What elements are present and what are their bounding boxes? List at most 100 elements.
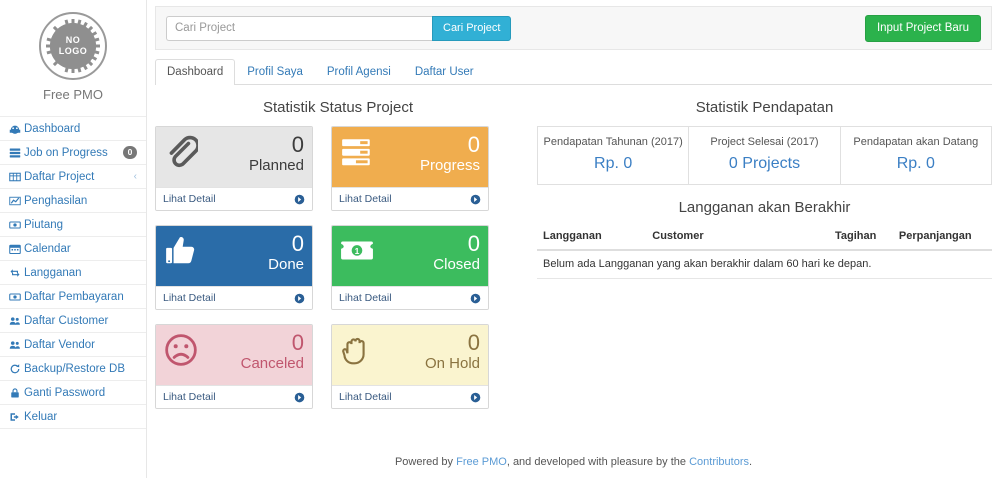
lihat-detail-label: Lihat Detail [163,391,216,403]
status-card-planned[interactable]: 0 Planned Lihat Detail [155,126,313,211]
sidebar-item-label: Daftar Project [24,170,95,183]
footer-link-free-pmo[interactable]: Free PMO [456,456,507,468]
money-icon [9,291,24,303]
arrow-circle-right-icon [470,194,481,205]
status-card-on-hold[interactable]: 0 On Hold Lihat Detail [331,324,489,409]
search-input[interactable] [166,15,432,41]
column-header-tagihan: Tagihan [834,226,899,251]
sidebar-item-label: Daftar Customer [24,314,109,327]
empty-state-message: Belum ada Langganan yang akan berakhir d… [537,250,992,279]
lihat-detail-label: Lihat Detail [339,292,392,304]
tab-profil-saya[interactable]: Profil Saya [247,66,303,78]
status-card-label: Planned [248,157,304,174]
sidebar-item-calendar[interactable]: Calendar [0,237,146,261]
money-icon [9,219,24,231]
status-card-progress[interactable]: 0 Progress Lihat Detail [331,126,489,211]
status-card-body: 0 On Hold [332,325,488,385]
footer: Powered by Free PMO, and developed with … [147,456,1000,468]
tab-bar: Dashboard Profil Saya Profil Agensi Daftar … [155,58,992,85]
status-card-body: 0 Progress [332,127,488,187]
sidebar-item-daftar-customer[interactable]: Daftar Customer [0,309,146,333]
users-icon [9,315,24,327]
sidebar-item-label: Keluar [24,410,58,423]
revenue-column: Statistik Pendapatan Pendapatan Tahunan … [521,91,992,409]
sidebar-item-piutang[interactable]: Piutang [0,213,146,237]
sidebar-item-label: Ganti Password [24,386,106,399]
sidebar-item-daftar-vendor[interactable]: Daftar Vendor [0,333,146,357]
tasks-icon [340,135,374,169]
sidebar-item-penghasilan[interactable]: Penghasilan [0,189,146,213]
logo-text-line2: LOGO [58,46,88,56]
revenue-cell-value: Rp. 0 [594,155,633,172]
table-icon [9,171,24,183]
brand-name: Free PMO [43,87,103,102]
sidebar-item-label: Backup/Restore DB [24,362,125,375]
footer-suffix: . [749,456,753,468]
sidebar-item-dashboard[interactable]: Dashboard [0,117,146,141]
status-card-grid: 0 Planned Lihat Detail 0 Progress Lihat Detai… [155,126,521,409]
sidebar-item-label: Job on Progress [24,146,108,159]
status-column: Statistik Status Project 0 Planned Lihat D… [155,91,521,409]
column-header-langganan: Langganan [537,226,653,251]
input-project-baru-button[interactable]: Input Project Baru [864,14,981,42]
status-card-count: 0 [467,231,480,256]
footer-link-contributors[interactable]: Contributors [689,456,749,468]
arrow-circle-right-icon [470,293,481,304]
revenue-cell-value: 0 Projects [728,155,801,172]
table-header-row: Langganan Customer Tagihan Perpanjangan [537,226,992,251]
sidebar-nav: Dashboard Job on Progress 0 Daftar Project ‹… [0,116,146,429]
status-card-body: 0 Done [156,226,312,286]
svg-text:1: 1 [355,246,360,256]
sidebar-item-backup-restore-db[interactable]: Backup/Restore DB [0,357,146,381]
revenue-stat-row: Pendapatan Tahunan (2017) Rp. 0 Project Se… [537,126,992,185]
dashboard-content: Statistik Status Project 0 Planned Lihat D… [147,91,1000,409]
tab-daftar-user[interactable]: Daftar User [414,66,474,78]
logo-text-line1: NO [65,35,81,45]
status-card-closed[interactable]: 1 0 Closed Lihat Detail [331,225,489,310]
lihat-detail-link[interactable]: Lihat Detail [156,385,312,408]
frown-icon [164,333,198,367]
revenue-cell-value: Rp. 0 [896,155,935,172]
table-row: Belum ada Langganan yang akan berakhir d… [537,250,992,279]
footer-prefix: Powered by [394,456,457,468]
logo-icon: NO LOGO [39,12,107,80]
retweet-icon [9,267,24,279]
status-card-label: On Hold [424,355,480,372]
revenue-cell-label: Project Selesai (2017) [710,136,819,148]
status-card-count: 0 [291,330,304,355]
status-card-done[interactable]: 0 Done Lihat Detail [155,225,313,310]
lihat-detail-label: Lihat Detail [163,193,216,205]
sidebar-item-job-on-progress[interactable]: Job on Progress 0 [0,141,146,165]
status-card-count: 0 [467,330,480,355]
sidebar-item-label: Daftar Vendor [24,338,95,351]
sidebar-item-keluar[interactable]: Keluar [0,405,146,429]
arrow-circle-right-icon [294,194,305,205]
sidebar-item-daftar-pembayaran[interactable]: Daftar Pembayaran [0,285,146,309]
sidebar: NO LOGO Free PMO Dashboard Job on Progres… [0,0,147,478]
lihat-detail-link[interactable]: Lihat Detail [332,286,488,309]
sidebar-item-daftar-project[interactable]: Daftar Project ‹ [0,165,146,189]
lihat-detail-link[interactable]: Lihat Detail [156,286,312,309]
subscription-section-title: Langganan akan Berakhir [678,199,851,216]
sidebar-item-label: Dashboard [24,122,81,135]
sidebar-item-label: Penghasilan [24,194,88,207]
status-card-canceled[interactable]: 0 Canceled Lihat Detail [155,324,313,409]
users-icon [9,339,24,351]
tab-profil-agensi[interactable]: Profil Agensi [326,66,391,78]
sidebar-item-ganti-password[interactable]: Ganti Password [0,381,146,405]
lihat-detail-link[interactable]: Lihat Detail [156,187,312,210]
tab-dashboard[interactable]: Dashboard [155,59,236,85]
lihat-detail-link[interactable]: Lihat Detail [332,385,488,408]
money-bill-icon: 1 [340,234,374,268]
lihat-detail-link[interactable]: Lihat Detail [332,187,488,210]
sidebar-item-badge: 0 [123,146,137,159]
main-area: Cari Project Input Project Baru Dashboar… [147,0,1000,478]
sidebar-item-label: Calendar [24,242,71,255]
logo-text: NO LOGO [50,23,96,69]
sidebar-item-langganan[interactable]: Langganan [0,261,146,285]
revenue-cell-label: Pendapatan akan Datang [853,136,979,148]
status-card-label: Canceled [240,355,304,372]
column-header-perpanjangan: Perpanjangan [898,226,992,251]
search-button[interactable]: Cari Project [432,15,512,41]
